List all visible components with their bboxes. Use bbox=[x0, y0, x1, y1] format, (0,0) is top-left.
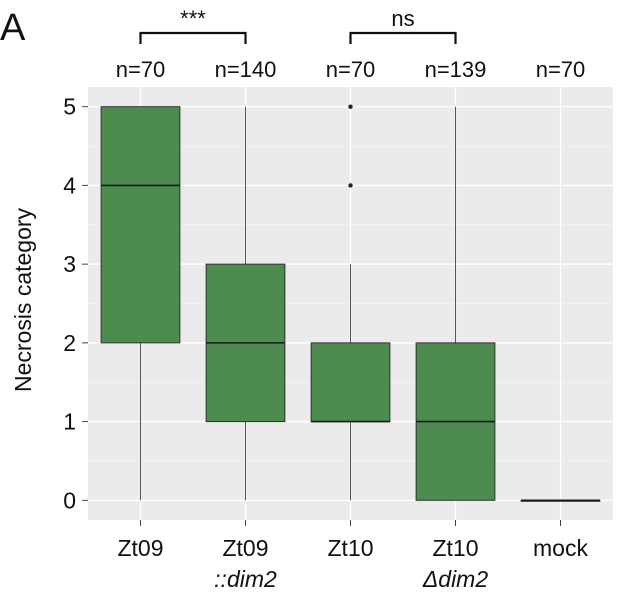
y-tick-label: 0 bbox=[63, 487, 76, 513]
sample-size-label: n=70 bbox=[536, 57, 586, 82]
box-group-3 bbox=[415, 106, 496, 501]
y-tick-label: 5 bbox=[63, 94, 76, 120]
y-tick-label: 2 bbox=[63, 330, 76, 356]
x-tick-sublabel: ::dim2 bbox=[214, 566, 277, 592]
outlier-point bbox=[348, 183, 353, 188]
significance-label: ns bbox=[391, 6, 414, 31]
significance-label: *** bbox=[180, 6, 206, 31]
x-tick-label: mock bbox=[533, 535, 588, 561]
box-iqr bbox=[310, 342, 391, 423]
sample-size-labels: n=70 n=140 n=70 n=139 n=70 bbox=[116, 57, 586, 82]
panel-letter: A bbox=[0, 7, 26, 49]
sample-size-label: n=139 bbox=[425, 57, 487, 82]
significance-bracket bbox=[349, 31, 457, 44]
y-tick-label: 3 bbox=[63, 251, 76, 277]
y-tick-label: 1 bbox=[63, 409, 76, 435]
significance-bracket bbox=[139, 31, 247, 44]
sample-size-label: n=70 bbox=[116, 57, 166, 82]
box-group-1 bbox=[205, 106, 286, 501]
sample-size-label: n=70 bbox=[326, 57, 376, 82]
x-tick-label: Zt10 bbox=[327, 535, 373, 561]
y-axis-label: Necrosis category bbox=[10, 207, 36, 392]
x-tick-sublabel: Δdim2 bbox=[422, 566, 488, 592]
significance-brackets: *** ns bbox=[139, 6, 457, 44]
box-group-2 bbox=[310, 104, 391, 501]
outlier-point bbox=[348, 104, 353, 109]
box-iqr bbox=[100, 106, 181, 344]
x-tick-label: Zt10 bbox=[432, 535, 478, 561]
x-tick-label: Zt09 bbox=[117, 535, 163, 561]
boxes bbox=[100, 104, 601, 502]
sample-size-label: n=140 bbox=[215, 57, 277, 82]
y-tick-label: 4 bbox=[63, 172, 76, 198]
y-axis: 0 1 2 3 4 5 bbox=[63, 94, 88, 513]
box-group-4 bbox=[520, 499, 601, 502]
x-tick-label: Zt09 bbox=[222, 535, 268, 561]
box-group-0 bbox=[100, 106, 181, 501]
